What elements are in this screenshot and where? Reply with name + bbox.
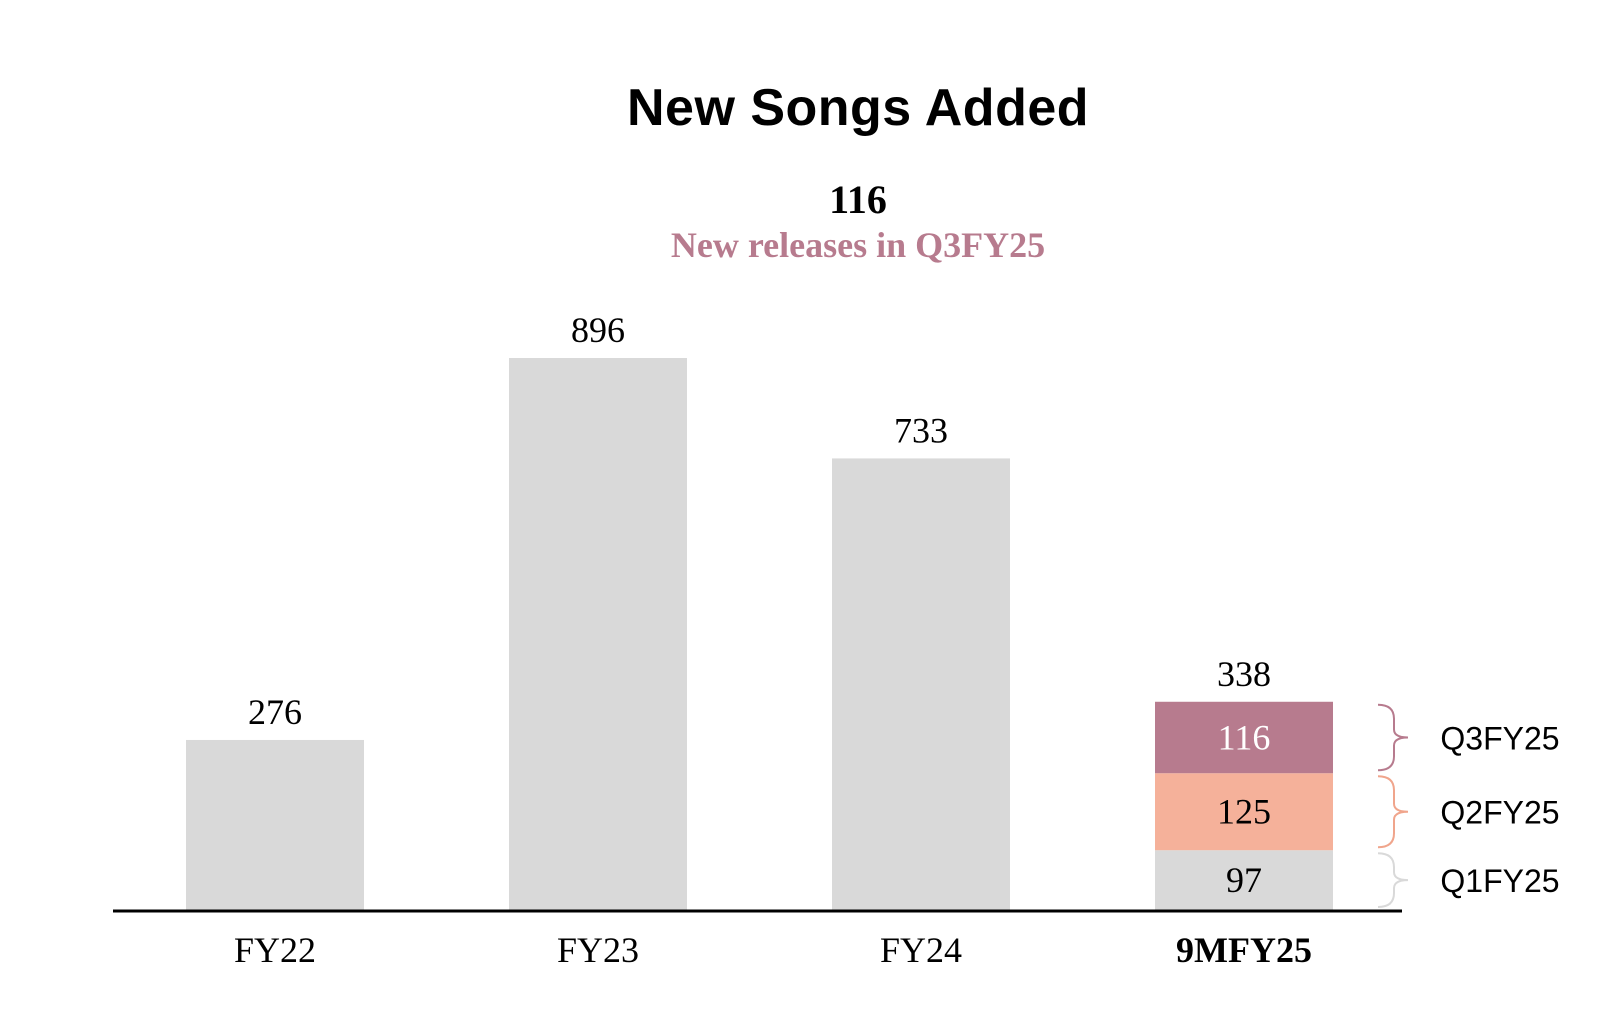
segment-q1fy25	[1155, 850, 1333, 910]
segment-label-q3fy25: 116	[1218, 718, 1271, 758]
category-label-fy24: FY24	[880, 930, 962, 970]
value-label-fy24: 733	[894, 410, 948, 450]
segment-q3fy25	[1155, 701, 1333, 774]
segment-label-q2fy25: 125	[1217, 792, 1271, 832]
value-label-fy23: 896	[571, 310, 625, 350]
bracket-q2fy25	[1377, 775, 1409, 849]
category-label-9mfy25: 9MFY25	[1176, 930, 1312, 970]
chart-title: New Songs Added	[626, 79, 1090, 137]
segment-label-q1fy25: 97	[1226, 860, 1262, 900]
category-label-fy22: FY22	[234, 930, 316, 970]
legend-label-q1fy25: Q1FY25	[1440, 863, 1559, 899]
bar-fy22	[186, 739, 364, 910]
value-label-fy22: 276	[248, 692, 302, 732]
bracket-q3fy25	[1377, 703, 1409, 772]
legend-label-q3fy25: Q3FY25	[1440, 721, 1559, 757]
category-label-fy23: FY23	[557, 930, 639, 970]
bar-fy24	[832, 458, 1010, 910]
headline-caption: New releases in Q3FY25	[670, 225, 1046, 265]
segment-q2fy25	[1155, 773, 1333, 851]
headline-value: 116	[829, 177, 887, 222]
value-label-9mfy25: 338	[1217, 654, 1271, 694]
bracket-q1fy25	[1377, 852, 1409, 908]
legend-label-q2fy25: Q2FY25	[1440, 795, 1559, 831]
bar-fy23	[509, 358, 687, 910]
